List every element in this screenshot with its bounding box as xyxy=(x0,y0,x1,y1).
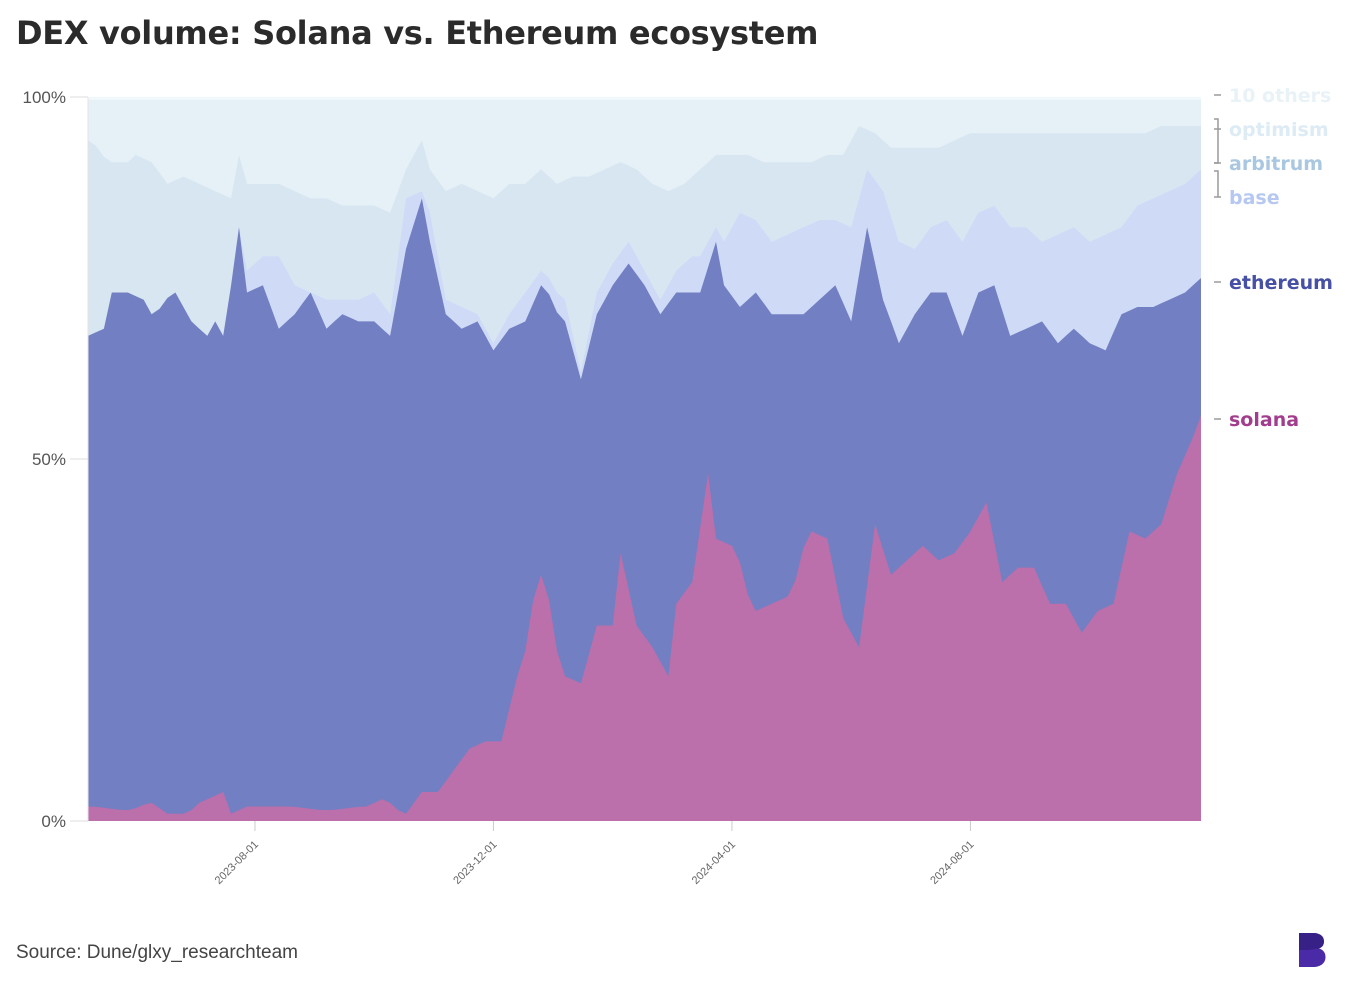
x-tick-label: 2024-08-01 xyxy=(928,839,976,887)
label-bracket xyxy=(1214,118,1219,197)
series-label-10-others: 10 others xyxy=(1229,85,1331,107)
series-label-arbitrum: arbitrum xyxy=(1229,153,1323,175)
series-label-base: base xyxy=(1229,187,1280,209)
source-note: Source: Dune/glxy_researchteam xyxy=(16,942,298,963)
series-labels: solana ethereum base arbitrum optimism 10 oth… xyxy=(1214,85,1333,431)
series-label-solana: solana xyxy=(1229,409,1299,431)
chart-title: DEX volume: Solana vs. Ethereum ecosyste… xyxy=(16,14,819,52)
bloomberg-b-logo-icon xyxy=(1297,932,1327,973)
y-tick-label: 50% xyxy=(32,450,66,469)
x-axis: 2023-08-01 2023-12-01 2024-04-01 2024-08-01 xyxy=(213,821,977,887)
x-tick-label: 2023-12-01 xyxy=(451,839,499,887)
area-solana xyxy=(88,415,1201,821)
x-tick-label: 2024-04-01 xyxy=(690,839,738,887)
series-label-ethereum: ethereum xyxy=(1229,272,1333,294)
x-tick-label: 2023-08-01 xyxy=(213,839,261,887)
y-tick-label: 100% xyxy=(23,88,66,107)
area-series-group xyxy=(88,97,1201,821)
series-label-optimism: optimism xyxy=(1229,119,1329,141)
y-axis: 0% 50% 100% xyxy=(23,88,89,831)
y-tick-label: 0% xyxy=(41,812,66,831)
